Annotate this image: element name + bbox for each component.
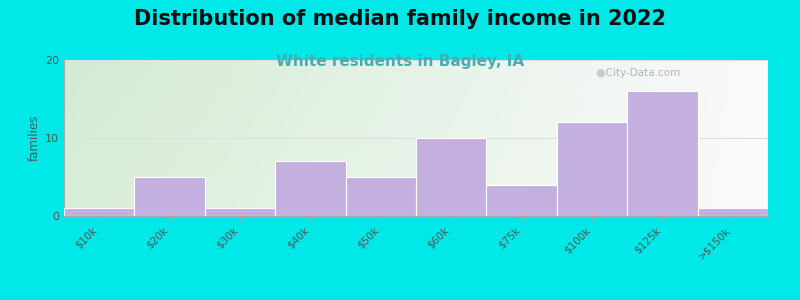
- Bar: [627, 91, 698, 216]
- Text: ●: ●: [595, 68, 606, 78]
- Bar: [486, 185, 557, 216]
- Text: White residents in Bagley, IA: White residents in Bagley, IA: [276, 54, 524, 69]
- Bar: [416, 138, 486, 216]
- Bar: [64, 208, 134, 216]
- Text: City-Data.com: City-Data.com: [599, 68, 680, 78]
- Bar: [275, 161, 346, 216]
- Y-axis label: families: families: [28, 115, 41, 161]
- Bar: [134, 177, 205, 216]
- Text: Distribution of median family income in 2022: Distribution of median family income in …: [134, 9, 666, 29]
- Bar: [205, 208, 275, 216]
- Bar: [698, 208, 768, 216]
- Bar: [346, 177, 416, 216]
- Bar: [557, 122, 627, 216]
